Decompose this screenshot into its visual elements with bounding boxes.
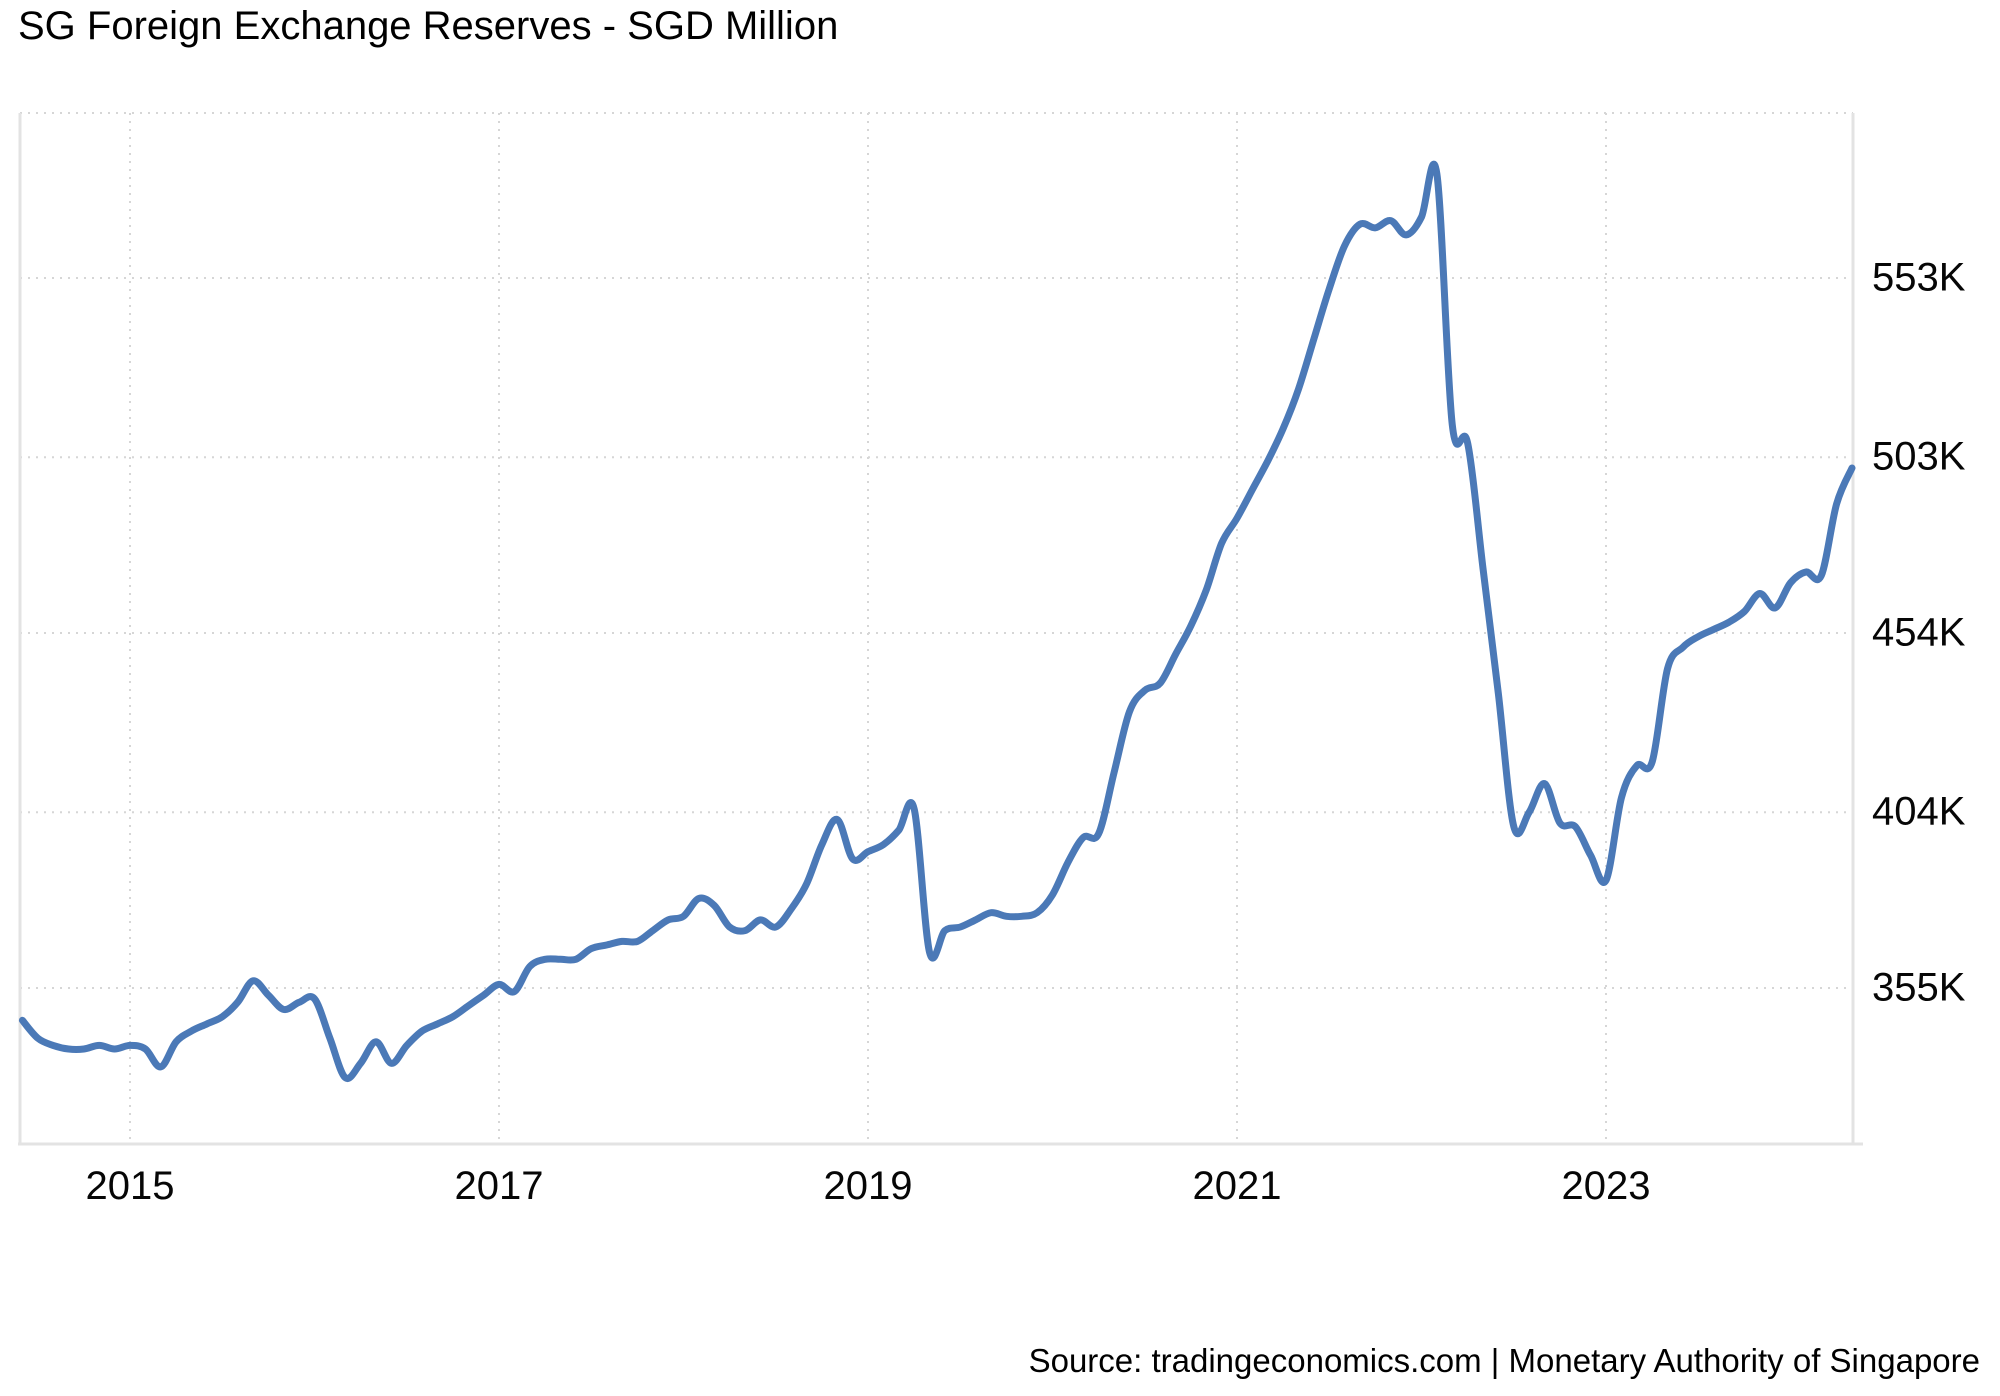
x-axis-tick-label: 2021: [1192, 1164, 1282, 1208]
y-axis-tick-label: 503K: [1872, 434, 1966, 479]
y-axis-tick-label: 454K: [1872, 610, 1966, 655]
x-axis-tick-label: 2023: [1561, 1164, 1651, 1208]
x-axis-tick-label: 2015: [85, 1164, 175, 1208]
y-axis-tick-label: 404K: [1872, 789, 1966, 834]
x-axis-tick-label: 2017: [454, 1164, 544, 1208]
chart-title: SG Foreign Exchange Reserves - SGD Milli…: [18, 4, 839, 48]
y-axis-tick-label: 553K: [1872, 255, 1966, 300]
x-axis-tick-label: 2019: [823, 1164, 913, 1208]
reserves-line-series[interactable]: [18, 160, 1856, 1082]
y-axis-tick-label: 355K: [1872, 965, 1966, 1010]
source-attribution: Source: tradingeconomics.com | Monetary …: [1028, 1342, 1980, 1379]
